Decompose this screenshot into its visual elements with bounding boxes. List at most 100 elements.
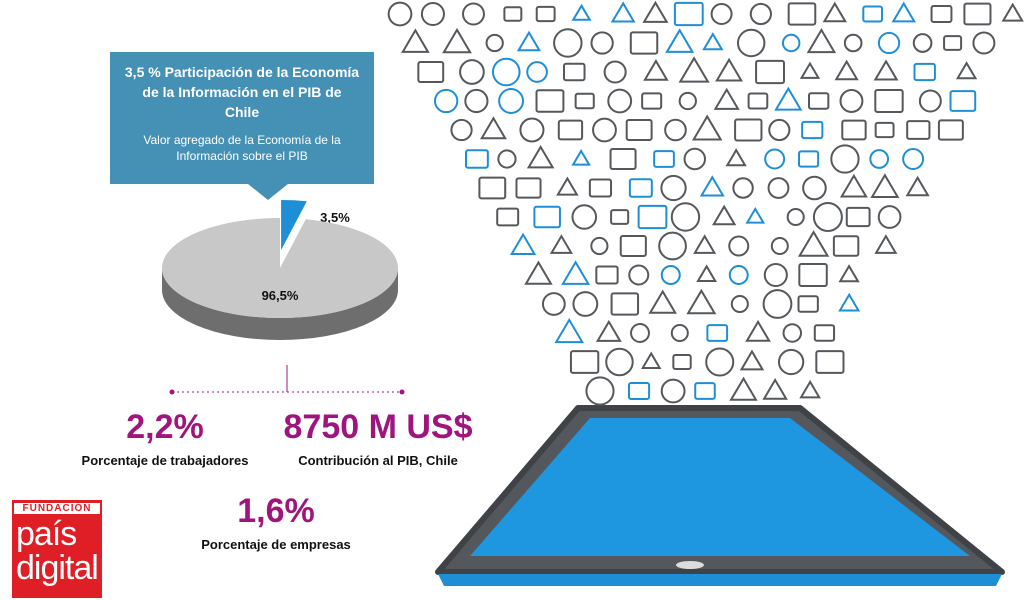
icon — [660, 264, 681, 286]
icon — [786, 207, 805, 227]
icon — [628, 178, 653, 198]
icon — [595, 319, 622, 342]
icon — [462, 2, 485, 26]
icon — [465, 149, 489, 169]
icon — [745, 319, 771, 342]
icon — [459, 59, 485, 85]
icon — [571, 3, 592, 21]
icon — [902, 148, 925, 170]
icon — [665, 28, 695, 53]
icon — [497, 149, 517, 169]
icon — [630, 323, 650, 343]
icon — [498, 88, 525, 114]
logo-line: país — [16, 515, 77, 553]
icon — [571, 149, 591, 166]
icon — [808, 92, 830, 110]
icon — [745, 206, 766, 224]
icon — [838, 292, 861, 312]
icon — [802, 175, 827, 201]
icon — [627, 381, 651, 401]
icon — [955, 61, 978, 80]
icon — [869, 149, 890, 169]
icon — [781, 33, 801, 53]
icon — [673, 1, 704, 27]
icon — [519, 117, 545, 143]
icon — [763, 262, 788, 288]
icon — [949, 90, 977, 112]
icon — [705, 347, 735, 377]
icon — [592, 117, 617, 143]
icon — [822, 1, 847, 23]
icon — [730, 294, 749, 314]
icon — [670, 202, 701, 232]
icon — [660, 378, 686, 404]
stat-value: 8750 M US$ — [283, 408, 473, 446]
icon — [702, 32, 724, 51]
icon — [535, 89, 565, 113]
icon — [625, 119, 653, 141]
tablet-screen — [470, 418, 970, 556]
icon — [839, 89, 864, 113]
stat: 1,6% Porcentaje de empresas — [170, 492, 382, 552]
icon — [913, 62, 936, 82]
icon — [524, 260, 553, 285]
icon — [782, 323, 803, 343]
icon — [930, 5, 953, 23]
icon — [801, 120, 824, 140]
icon — [874, 89, 904, 113]
dot — [399, 389, 405, 395]
icon — [797, 230, 830, 257]
stat: 2,2% Porcentaje de trabajadores — [60, 408, 270, 468]
icon — [843, 33, 863, 53]
icon — [610, 292, 640, 316]
icon — [541, 292, 566, 316]
icon — [787, 2, 817, 26]
icon — [1001, 2, 1024, 22]
icon — [815, 350, 845, 374]
stat: 8750 M US$ Contribución al PIB, Chile — [268, 408, 488, 468]
icon — [862, 5, 883, 23]
stat-label: Porcentaje de trabajadores — [81, 453, 249, 468]
icon — [516, 30, 542, 52]
pie-slice — [281, 200, 307, 251]
icon — [770, 236, 789, 256]
icon — [619, 234, 647, 258]
icon — [725, 148, 747, 167]
icon — [755, 59, 785, 85]
icon — [672, 354, 692, 370]
icon — [712, 204, 737, 226]
icon — [710, 3, 733, 25]
icon — [699, 175, 725, 197]
icon — [607, 88, 633, 114]
icon — [556, 176, 579, 196]
icon — [590, 236, 609, 256]
icon — [496, 207, 520, 227]
icon — [574, 92, 595, 110]
icon — [713, 87, 740, 110]
icon — [812, 202, 843, 232]
icon — [387, 1, 413, 27]
icon — [603, 60, 627, 84]
icon — [642, 0, 669, 23]
logo-line: digital — [16, 549, 99, 587]
icon — [515, 177, 542, 199]
pie-slice — [162, 218, 399, 318]
icon — [762, 289, 793, 319]
icon — [653, 150, 675, 168]
icon — [637, 204, 668, 230]
icon — [918, 89, 942, 113]
icon — [609, 147, 637, 171]
icon — [561, 260, 591, 285]
tablet-edge — [438, 574, 1002, 586]
icon — [533, 205, 561, 229]
home-button — [676, 561, 704, 569]
logo: FUNDACIÓN país digital — [12, 500, 102, 598]
dot — [169, 389, 175, 395]
icon — [834, 59, 859, 81]
icon — [762, 377, 788, 400]
icon — [572, 291, 599, 317]
stat-label: Contribución al PIB, Chile — [298, 453, 458, 468]
icon — [485, 33, 504, 53]
